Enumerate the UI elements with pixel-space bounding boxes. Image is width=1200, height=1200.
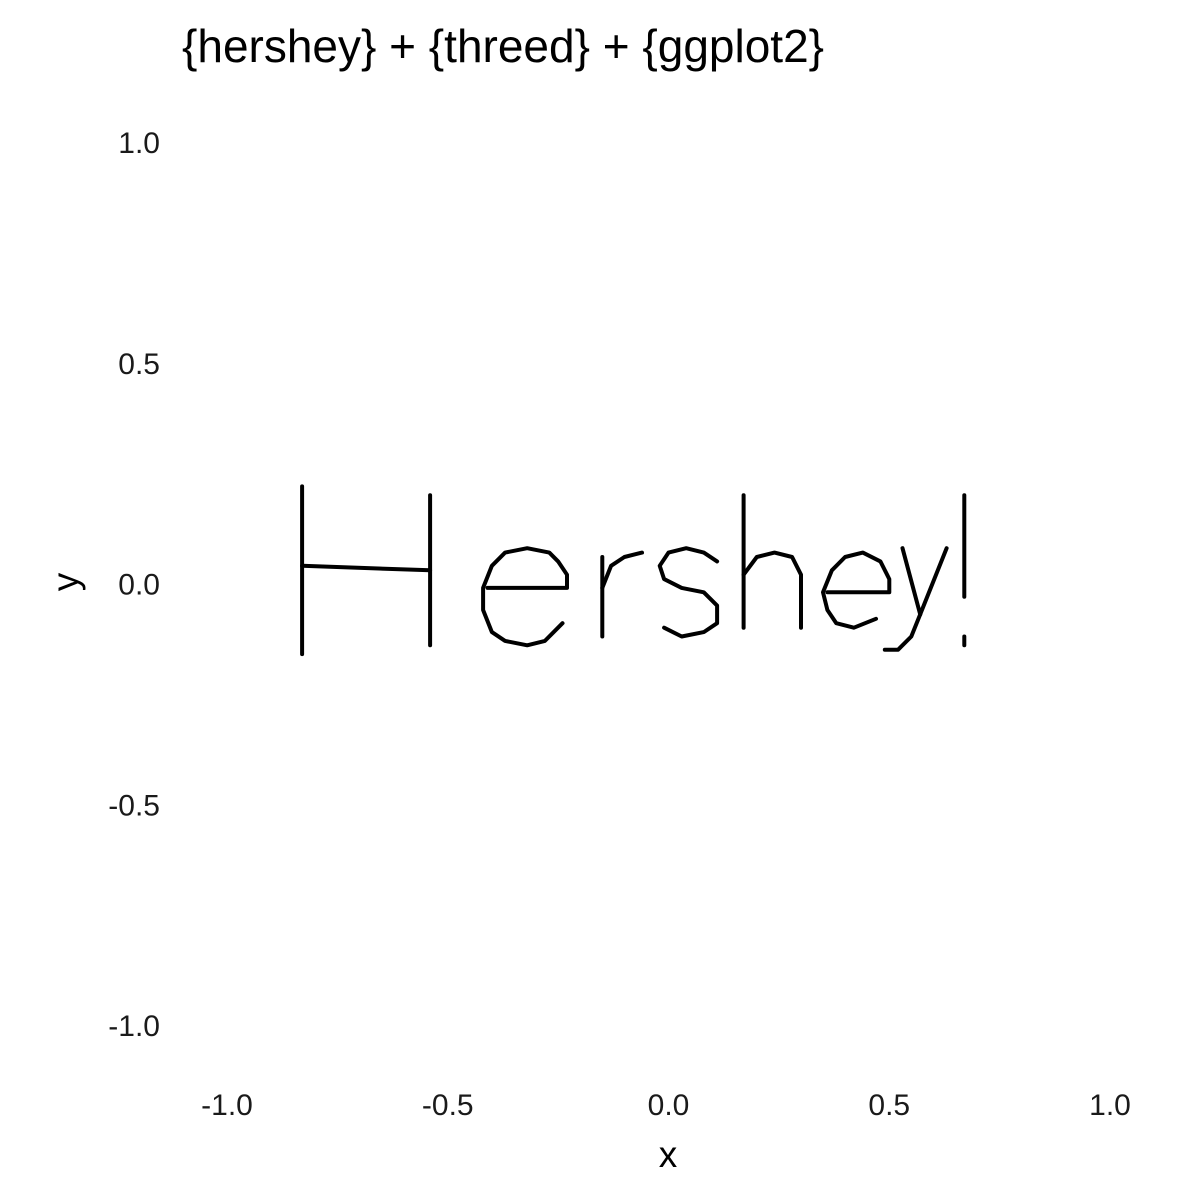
x-axis-ticks: -1.0 -0.5 0.0 0.5 1.0 (201, 1089, 1131, 1122)
glyph-e (481, 546, 569, 648)
x-tick-label: -1.0 (201, 1089, 253, 1122)
glyph-y (882, 546, 949, 652)
x-tick-label: -0.5 (422, 1089, 474, 1122)
y-tick-label: 0.0 (118, 569, 160, 602)
glyph-stroke (300, 563, 433, 573)
glyph-stroke (657, 546, 720, 639)
y-tick-label: -1.0 (108, 1010, 160, 1043)
y-axis-label: y (45, 572, 86, 591)
y-tick-label: -0.5 (108, 789, 160, 822)
chart-title: {hershey} + {threed} + {ggplot2} (182, 20, 824, 72)
glyph-h (741, 493, 803, 630)
x-tick-label: 1.0 (1089, 1089, 1131, 1122)
glyph-e (821, 550, 892, 630)
glyph-stroke (900, 546, 923, 617)
y-tick-label: 0.5 (118, 348, 160, 381)
glyph-stroke (882, 546, 949, 652)
glyph-stroke (600, 550, 644, 590)
x-tick-label: 0.5 (868, 1089, 910, 1122)
glyph-stroke (741, 550, 803, 630)
x-tick-label: 0.0 (648, 1089, 690, 1122)
glyph-s (657, 546, 720, 639)
glyph-stroke (481, 546, 569, 648)
glyph-stroke (821, 550, 892, 630)
hershey-glyph-paths (300, 484, 967, 657)
glyph-r (600, 550, 644, 639)
x-axis-label: x (659, 1134, 678, 1175)
y-tick-label: 1.0 (118, 127, 160, 160)
glyph-H (300, 484, 433, 657)
y-axis-ticks: 1.0 0.5 0.0 -0.5 -1.0 (108, 127, 160, 1043)
